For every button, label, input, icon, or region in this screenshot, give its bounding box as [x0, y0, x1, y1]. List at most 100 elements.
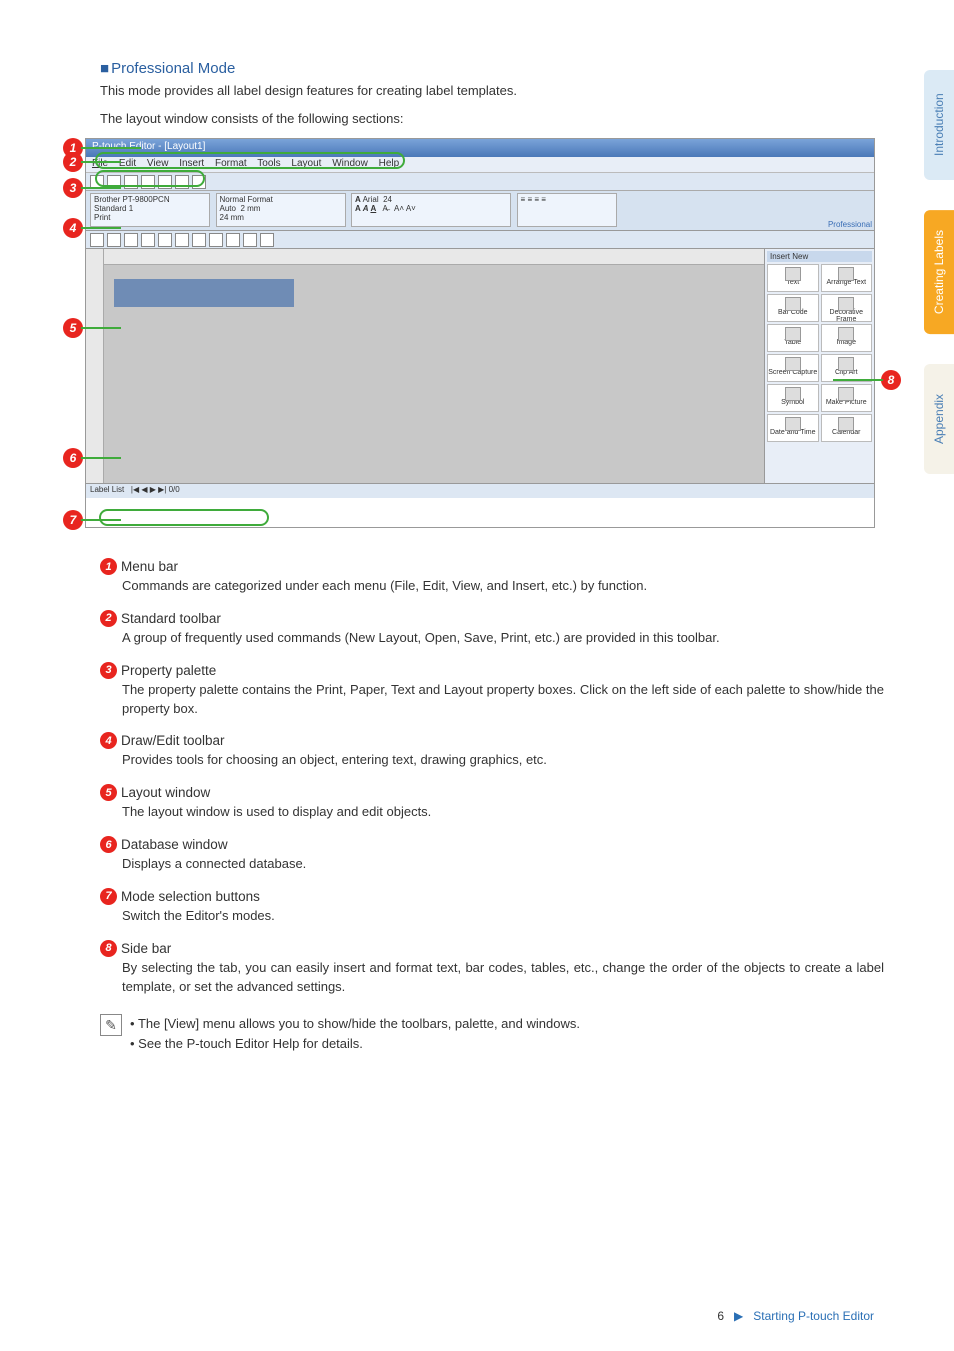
intro-line-2: The layout window consists of the follow… — [100, 109, 884, 129]
desc-title-7: Mode selection buttons — [121, 889, 260, 904]
cut-icon[interactable] — [192, 233, 206, 247]
horizontal-ruler — [104, 249, 764, 265]
callout-2: 2 — [63, 152, 83, 172]
desc-title-5: Layout window — [121, 785, 210, 800]
page-number: 6 — [717, 1309, 724, 1323]
record-count: 0/0 — [169, 485, 180, 494]
text-property-box[interactable]: A Arial 24 A A A A̶ A˄ A˅ — [351, 193, 511, 227]
tab-introduction[interactable]: Introduction — [924, 70, 954, 180]
format-label: Normal Format — [220, 195, 342, 204]
paper-property-box[interactable]: Normal Format Auto 2 mm 24 mm — [216, 193, 346, 227]
text-icon[interactable] — [107, 233, 121, 247]
print-button-label[interactable]: Print — [94, 213, 206, 222]
section-title: Professional Mode — [100, 60, 884, 77]
footer-link[interactable]: Starting P-touch Editor — [753, 1309, 874, 1323]
intro-line-1: This mode provides all label design feat… — [100, 81, 884, 101]
screenshot-container: 1 2 3 4 5 6 7 8 P-touch Editor - [Layout… — [85, 138, 884, 528]
desc-title-3: Property palette — [121, 663, 216, 678]
desc-num-5: 5 — [100, 784, 117, 801]
sidebar-item-symbol[interactable]: Symbol — [767, 384, 819, 412]
undo-icon[interactable] — [243, 233, 257, 247]
desc-num-2: 2 — [100, 610, 117, 627]
standard-label: Standard — [94, 204, 126, 213]
desc-item-3: 3 Property palette The property palette co… — [100, 662, 884, 719]
desc-title-2: Standard toolbar — [121, 611, 221, 626]
sidebar-item-clip-art[interactable]: Clip Art — [821, 354, 873, 382]
app-screenshot: P-touch Editor - [Layout1] File Edit Vie… — [85, 138, 875, 528]
desc-item-4: 4Draw/Edit toolbarProvides tools for cho… — [100, 732, 884, 770]
desc-item-1: 1Menu barCommands are categorized under … — [100, 558, 884, 596]
desc-item-8: 8Side barBy selecting the tab, you can e… — [100, 940, 884, 997]
sidebar-item-arrange-text[interactable]: Arrange Text — [821, 264, 873, 292]
stdbar-highlight — [95, 170, 205, 187]
vertical-ruler — [86, 249, 104, 483]
printer-name: Brother PT-9800PCN — [94, 195, 206, 204]
desc-body-1: Commands are categorized under each menu… — [122, 577, 884, 596]
desc-num-4: 4 — [100, 732, 117, 749]
copy-icon[interactable] — [209, 233, 223, 247]
tab-appendix[interactable]: Appendix — [924, 364, 954, 474]
sidebar-header: Insert New — [767, 251, 872, 262]
footer-arrow-icon: ▶ — [734, 1309, 743, 1323]
desc-body-6: Displays a connected database. — [122, 855, 884, 874]
desc-num-6: 6 — [100, 836, 117, 853]
font-name: Arial — [363, 195, 379, 204]
desc-item-5: 5Layout windowThe layout window is used … — [100, 784, 884, 822]
label-area[interactable] — [114, 279, 294, 307]
desc-body-7: Switch the Editor's modes. — [122, 907, 884, 926]
label-list-tab[interactable]: Label List — [90, 485, 124, 494]
desc-item-7: 7 Mode selection buttons Switch the Editor… — [100, 888, 884, 926]
sidebar-item-table[interactable]: Table — [767, 324, 819, 352]
note-1: The [View] menu allows you to show/hide … — [130, 1014, 580, 1034]
sidebar-item-screen-capture[interactable]: Screen Capture — [767, 354, 819, 382]
menubar-highlight — [95, 152, 405, 169]
paste-icon[interactable] — [226, 233, 240, 247]
frame-icon[interactable] — [158, 233, 172, 247]
width-value: 24 mm — [220, 213, 342, 222]
professional-label: Professional — [828, 220, 872, 229]
property-palette[interactable]: Brother PT-9800PCN Standard 1 Print Norm… — [86, 191, 874, 231]
desc-body-2: A group of frequently used commands (New… — [122, 629, 884, 648]
layout-property-box[interactable]: ≡ ≡ ≡ ≡ — [517, 193, 617, 227]
layout-canvas[interactable] — [104, 249, 764, 483]
sidebar-item-bar-code[interactable]: Bar Code — [767, 294, 819, 322]
note-icon: ✎ — [100, 1014, 122, 1036]
description-list: 1Menu barCommands are categorized under … — [100, 558, 884, 996]
side-bar[interactable]: Insert New TextArrange TextBar CodeDecor… — [764, 249, 874, 483]
print-property-box[interactable]: Brother PT-9800PCN Standard 1 Print — [90, 193, 210, 227]
callout-4: 4 — [63, 218, 83, 238]
desc-num-3: 3 — [100, 662, 117, 679]
margin-value: 2 mm — [240, 204, 260, 213]
callout-5: 5 — [63, 318, 83, 338]
tab-creating-labels[interactable]: Creating Labels — [924, 210, 954, 334]
page-footer: 6 ▶ Starting P-touch Editor — [717, 1309, 874, 1323]
desc-title-1: Menu bar — [121, 559, 178, 574]
image-icon[interactable] — [175, 233, 189, 247]
desc-item-2: 2 Standard toolbar A group of frequently u… — [100, 610, 884, 648]
desc-title-6: Database window — [121, 837, 228, 852]
callout-6: 6 — [63, 448, 83, 468]
line-icon[interactable] — [124, 233, 138, 247]
side-tabs: Introduction Creating Labels Appendix — [924, 70, 954, 474]
callout-3: 3 — [63, 178, 83, 198]
sidebar-item-date-and-time[interactable]: Date and Time — [767, 414, 819, 442]
callout-8: 8 — [881, 370, 901, 390]
desc-body-8: By selecting the tab, you can easily ins… — [122, 959, 884, 997]
sidebar-item-image[interactable]: Image — [821, 324, 873, 352]
font-size: 24 — [383, 195, 392, 204]
draw-edit-toolbar[interactable] — [86, 231, 874, 249]
sidebar-item-decorative-frame[interactable]: Decorative Frame — [821, 294, 873, 322]
select-icon[interactable] — [90, 233, 104, 247]
redo-icon[interactable] — [260, 233, 274, 247]
desc-num-7: 7 — [100, 888, 117, 905]
desc-title-8: Side bar — [121, 941, 171, 956]
sidebar-item-text[interactable]: Text — [767, 264, 819, 292]
auto-label: Auto — [220, 204, 236, 213]
sidebar-item-calendar[interactable]: Calendar — [821, 414, 873, 442]
sidebar-item-make-picture[interactable]: Make Picture — [821, 384, 873, 412]
note-2: See the P-touch Editor Help for details. — [130, 1034, 580, 1054]
desc-body-3: The property palette contains the Print,… — [122, 681, 884, 719]
rect-icon[interactable] — [141, 233, 155, 247]
modebar-highlight — [99, 509, 269, 526]
desc-title-4: Draw/Edit toolbar — [121, 733, 225, 748]
